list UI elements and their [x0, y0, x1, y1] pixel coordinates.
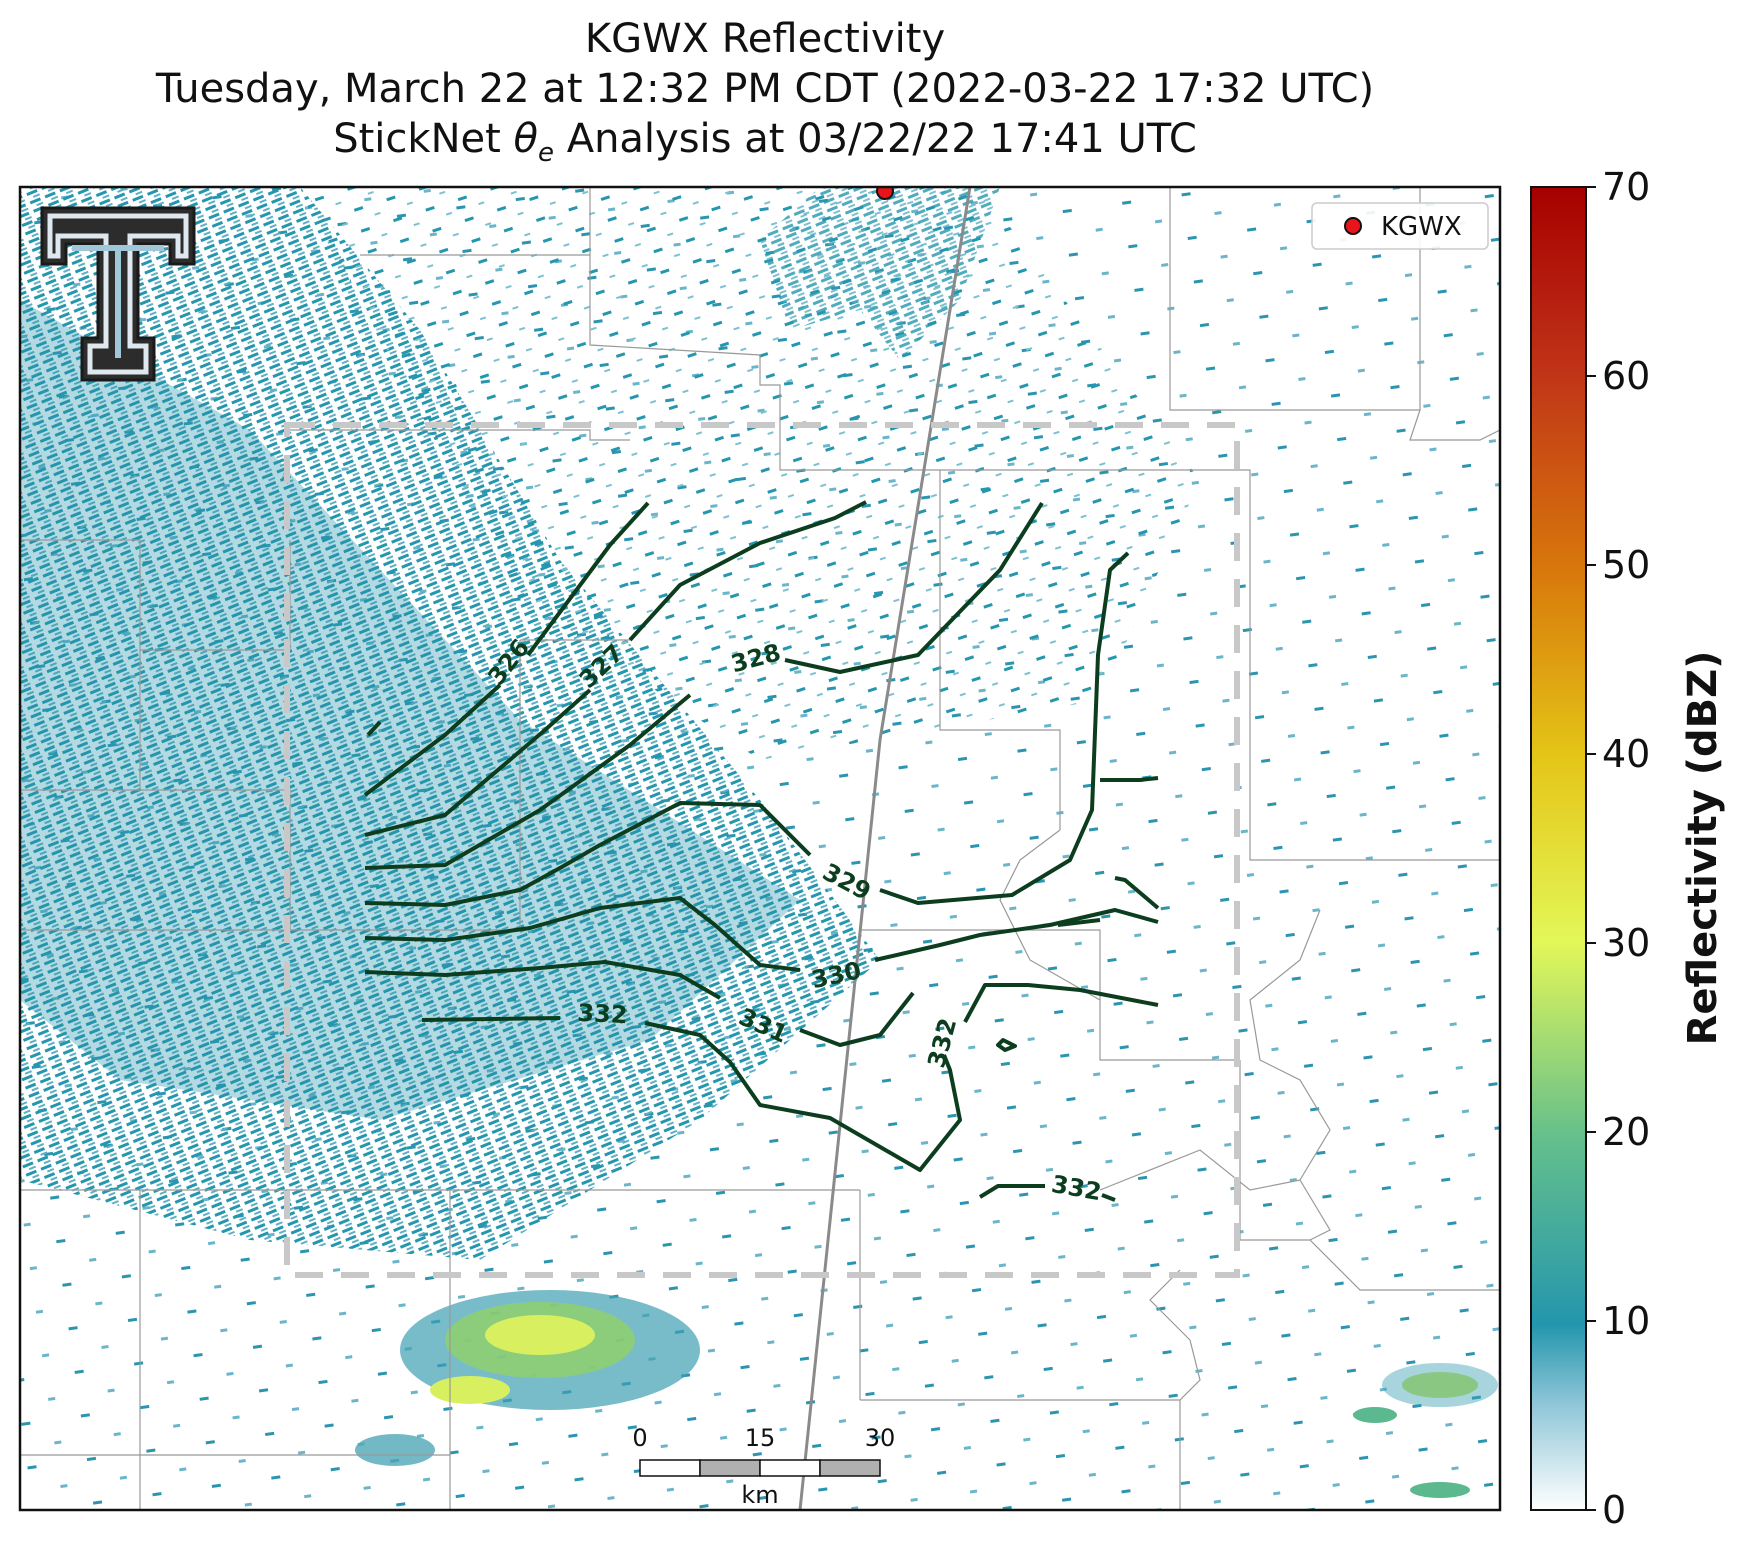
colorbar-tick-label: 70 — [1602, 165, 1650, 209]
legend-marker-icon — [1344, 217, 1362, 235]
scale-tick-30: 30 — [865, 1424, 896, 1452]
contour-label-332: 332 — [577, 999, 629, 1030]
analysis-box — [284, 422, 1240, 1278]
contour-line-330-east — [1100, 776, 1159, 782]
colorbar-tick-label: 40 — [1602, 732, 1650, 776]
title-line-3-prefix: StickNet — [333, 116, 514, 162]
echo-core-west — [20, 300, 800, 1120]
contour-line-326-stub — [366, 720, 382, 737]
echo-south-core-2 — [430, 1376, 510, 1404]
colorbar-tick-label: 0 — [1602, 1488, 1626, 1532]
colorbar-tick-label: 30 — [1602, 921, 1650, 965]
echo-south-small — [355, 1434, 435, 1466]
title-line-1: KGWX Reflectivity — [584, 16, 946, 62]
radar-site-marker — [876, 187, 894, 200]
title-line-3: StickNet θe Analysis at 03/22/22 17:41 U… — [0, 114, 1530, 178]
map-area: 326 327 328 329 330 331 332 332 332 KGWX — [20, 187, 1500, 1510]
contour-line-332 — [421, 983, 1159, 1172]
scale-unit: km — [741, 1481, 778, 1509]
contour-line-327 — [364, 500, 867, 837]
echo-south-core — [485, 1315, 595, 1355]
echo-sparse-center — [300, 187, 1200, 760]
echo-clutter-kgwx — [760, 187, 1000, 360]
scale-tick-0: 0 — [632, 1424, 647, 1452]
map-frame — [18, 185, 1502, 1512]
theta-e-contours — [363, 500, 1160, 1202]
contour-line-330 — [364, 896, 1159, 972]
echo-se-core — [1402, 1372, 1478, 1398]
colorbar-tick-label: 20 — [1602, 1110, 1650, 1154]
echo-se-outer — [1382, 1363, 1498, 1407]
echo-se-small — [1353, 1407, 1397, 1423]
colorbar-label: Reflectivity (dBZ) — [1680, 651, 1726, 1046]
echo-swath-west — [20, 187, 880, 1260]
contour-line-332-small — [996, 1038, 1017, 1052]
contour-line-329 — [364, 551, 1130, 907]
double-T-logo — [40, 206, 196, 382]
contour-line-326 — [363, 501, 650, 797]
colorbar-tick-label: 10 — [1602, 1299, 1650, 1343]
colorbar: 0 10 20 30 40 50 60 70 Reflectivity (dBZ) — [1530, 165, 1726, 1532]
scale-tick-15: 15 — [745, 1424, 776, 1452]
echo-se-bottom — [1410, 1482, 1470, 1498]
colorbar-tick-label: 60 — [1602, 354, 1650, 398]
contour-line-332-south — [978, 1184, 1116, 1202]
title-line-3-suffix: Analysis at 03/22/22 17:41 UTC — [553, 116, 1197, 162]
colorbar-tick-label: 50 — [1602, 543, 1650, 587]
title-block: KGWX Reflectivity Tuesday, March 22 at 1… — [0, 14, 1530, 178]
colorbar-ticks: 0 10 20 30 40 50 60 70 — [1586, 165, 1650, 1532]
contour-line-328 — [364, 501, 1044, 870]
contour-line-331-east — [1057, 918, 1101, 927]
legend-box — [1311, 202, 1489, 250]
county-lines — [20, 187, 1500, 1510]
legend: KGWX — [1311, 202, 1489, 250]
highway-line — [798, 187, 972, 1510]
contour-line-331 — [364, 876, 1160, 1047]
legend-label: KGWX — [1381, 212, 1462, 242]
title-line-2: Tuesday, March 22 at 12:32 PM CDT (2022-… — [155, 66, 1375, 112]
theta-e-symbol: θe — [513, 116, 554, 168]
colorbar-gradient — [1530, 186, 1587, 1511]
scale-bar: 0 15 30 km — [632, 1424, 895, 1509]
